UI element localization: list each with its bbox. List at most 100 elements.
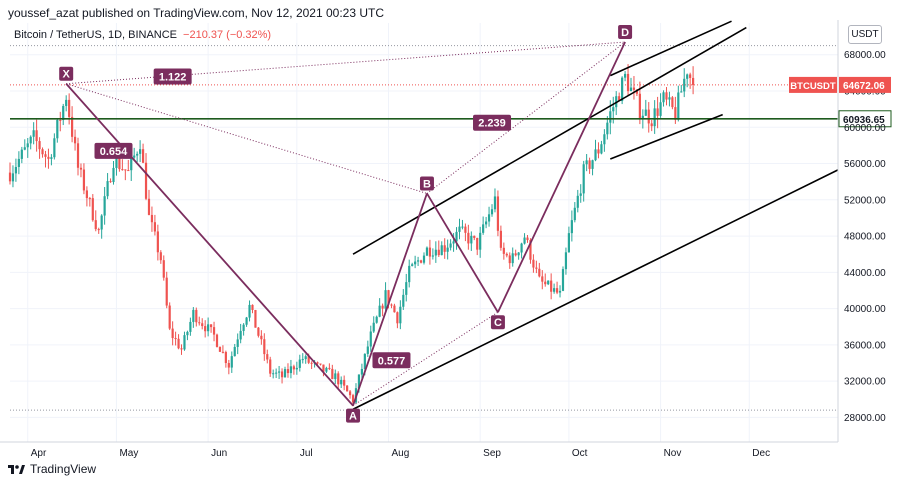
candle: [150, 206, 154, 232]
candle: [470, 231, 473, 251]
candle: [121, 159, 124, 171]
candle: [218, 346, 222, 352]
candle: [65, 95, 68, 112]
candle-body: [653, 108, 656, 127]
candle: [201, 318, 204, 330]
candle-body: [35, 130, 38, 142]
candle-body: [686, 74, 689, 79]
candle-body: [275, 372, 278, 374]
candle: [8, 162, 12, 185]
candle-body: [668, 97, 671, 100]
point-label: A: [349, 411, 357, 423]
footer-brand[interactable]: TradingView: [8, 462, 96, 476]
candle: [17, 151, 20, 175]
candle-body: [189, 321, 192, 332]
point-marker-a: [346, 408, 361, 423]
candle-body: [82, 169, 86, 191]
brand-name: TradingView: [30, 462, 97, 476]
candle-body: [550, 280, 553, 292]
candle: [180, 344, 183, 355]
candle: [626, 64, 630, 96]
currency-button[interactable]: USDT: [848, 25, 882, 44]
candle: [511, 247, 514, 267]
candle-body: [573, 207, 576, 221]
candle: [165, 271, 168, 309]
candle-body: [671, 97, 674, 108]
horizontal-level: 60936.65: [10, 110, 892, 128]
candle-body: [121, 169, 124, 171]
tradingview-logo-icon: [8, 465, 25, 474]
candle: [399, 300, 402, 330]
candle: [547, 280, 550, 286]
symbol-legend: Bitcoin / TetherUS, 1D, BINANCE −210.37 (…: [14, 29, 271, 41]
candle: [168, 302, 171, 331]
candle-body: [340, 379, 343, 385]
candle-body: [310, 362, 313, 364]
candle-body: [325, 367, 328, 372]
candle-body: [529, 240, 532, 260]
candle-body: [511, 253, 514, 264]
candle-body: [79, 167, 83, 170]
candle: [32, 122, 35, 145]
candle-body: [23, 147, 26, 150]
candle-body: [201, 323, 204, 327]
candle-body: [112, 167, 115, 183]
candle-body: [245, 317, 248, 325]
candle: [490, 204, 494, 217]
candle-body: [47, 156, 50, 159]
candle-body: [399, 306, 402, 324]
candle: [280, 368, 284, 384]
candle: [550, 273, 553, 300]
x-tick-label: Jun: [211, 448, 227, 459]
price-chart[interactable]: 60936.65 1.122 0.654 2.239 0.577 X A B C D 68000…: [0, 20, 900, 460]
candle-body: [567, 233, 570, 253]
candle: [59, 111, 62, 132]
candle: [431, 248, 434, 260]
candle-body: [346, 385, 349, 392]
candle: [283, 366, 287, 378]
candle-body: [662, 92, 665, 103]
channel-line: [610, 113, 723, 160]
candle-body: [606, 122, 609, 135]
candle-body: [263, 339, 266, 355]
candle: [171, 321, 174, 346]
candle-body: [674, 107, 677, 120]
candle: [236, 333, 239, 355]
candle: [53, 133, 56, 160]
candle-body: [553, 288, 556, 292]
candle-body: [476, 237, 479, 250]
harmonic-leg: [65, 83, 354, 407]
candle: [535, 260, 538, 274]
candle-body: [174, 338, 177, 340]
candle: [20, 146, 23, 164]
candle: [156, 224, 159, 261]
candle: [289, 359, 293, 379]
candle: [130, 155, 133, 182]
candle-body: [348, 391, 352, 396]
candle-body: [212, 327, 216, 335]
candle: [73, 129, 77, 151]
candle-body: [446, 247, 449, 252]
candle: [493, 188, 497, 213]
candle: [411, 262, 414, 267]
channel-line: [352, 26, 747, 255]
candle-body: [316, 362, 319, 364]
candle-body: [535, 267, 538, 269]
candle-body: [100, 215, 103, 230]
candle: [517, 252, 520, 260]
last-price-label: 64672.06: [843, 81, 885, 92]
candle: [440, 241, 443, 256]
candle-body: [541, 276, 544, 282]
candle-body: [73, 136, 77, 144]
x-tick-label: May: [119, 448, 138, 459]
candle: [215, 333, 219, 348]
candle-body: [50, 157, 53, 159]
candle: [579, 184, 582, 203]
candle-body: [443, 245, 446, 252]
candle: [485, 216, 488, 229]
candle-body: [88, 198, 91, 200]
y-tick-label: 60000.00: [844, 123, 886, 134]
candle-body: [393, 305, 396, 313]
candle-body: [144, 162, 148, 199]
channel-line: [609, 20, 732, 77]
